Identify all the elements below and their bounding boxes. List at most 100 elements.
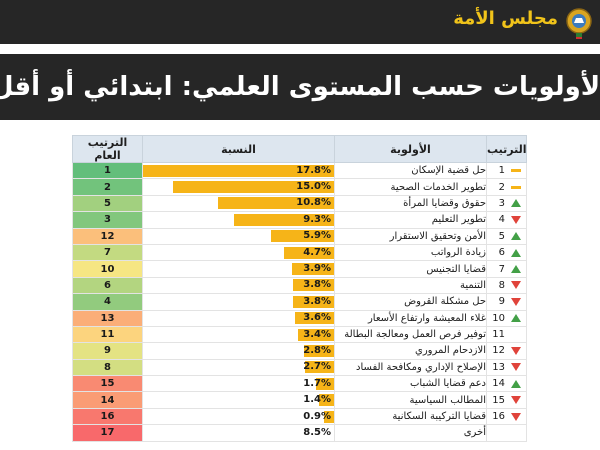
- trend-down-icon: [511, 215, 521, 224]
- percent-bar: [297, 328, 334, 341]
- overall-rank-cell: 7: [72, 243, 143, 262]
- title-bar: الأولويات حسب المستوى العلمي: ابتدائي أو…: [0, 54, 600, 120]
- percent-label: 0.9%: [303, 410, 331, 422]
- priority-cell: حل مشكلة القروض: [334, 293, 487, 311]
- percent-bar: [143, 164, 334, 177]
- table-row: 4 3.8% حل مشكلة القروض 9: [72, 293, 527, 311]
- priority-cell: توفير فرص العمل ومعالجة البطالة: [334, 325, 487, 344]
- overall-rank-cell: 9: [72, 342, 143, 360]
- rank-number: 12: [492, 345, 505, 357]
- percent-cell: 17.8%: [142, 161, 335, 180]
- percent-label: 3.8%: [303, 295, 331, 307]
- trend-up-icon: [511, 248, 521, 257]
- priority-cell: قضايا التجنيس: [334, 260, 487, 278]
- percent-cell: 3.6%: [142, 309, 335, 327]
- percent-bar: [315, 377, 334, 390]
- trend-up-icon: [511, 265, 521, 274]
- trend-none-icon: [511, 429, 521, 437]
- table-row: 12 5.9% الأمن وتحقيق الاستقرار 5: [72, 227, 527, 245]
- rank-number: 1: [498, 165, 505, 177]
- rank-number: 2: [498, 181, 505, 193]
- rank-cell: 16: [486, 407, 527, 426]
- overall-rank-cell: 3: [72, 211, 143, 229]
- rank-cell: 10: [486, 309, 527, 327]
- rank-cell: 15: [486, 391, 527, 409]
- percent-cell: 4.7%: [142, 243, 335, 262]
- percent-cell: 2.7%: [142, 358, 335, 377]
- table-row: 14 1.4% المطالب السياسية 15: [72, 391, 527, 409]
- trend-down-icon: [511, 412, 521, 421]
- trend-same-icon: [511, 169, 521, 173]
- rank-number: 8: [498, 279, 505, 291]
- rank-number: 7: [498, 263, 505, 275]
- percent-cell: 15.0%: [142, 178, 335, 196]
- rank-number: 9: [498, 296, 505, 308]
- percent-cell: 3.8%: [142, 276, 335, 295]
- percent-bar: [292, 263, 334, 276]
- table-body: 1 17.8% حل قضية الإسكان 1 2 15.0% تطوير الخدما…: [72, 161, 527, 442]
- priority-cell: زيادة الرواتب: [334, 243, 487, 262]
- table-row: 16 0.9% قضايا التركيبة السكانية 16: [72, 407, 527, 426]
- rank-number: 6: [498, 247, 505, 259]
- rank-cell: 7: [486, 260, 527, 278]
- rank-number: 5: [498, 230, 505, 242]
- percent-label: 2.8%: [303, 344, 331, 356]
- percent-bar: [295, 312, 334, 325]
- table-row: 1 17.8% حل قضية الإسكان 1: [72, 161, 527, 180]
- percent-bar: [305, 361, 334, 374]
- priority-cell: تطوير الخدمات الصحية: [334, 178, 487, 196]
- overall-rank-cell: 15: [72, 375, 143, 393]
- rank-cell: 2: [486, 178, 527, 196]
- trend-up-icon: [511, 232, 521, 241]
- percent-bar: [303, 344, 334, 357]
- trend-up-icon: [511, 199, 521, 208]
- percent-cell: 0.9%: [142, 407, 335, 426]
- overall-rank-cell: 2: [72, 178, 143, 196]
- priority-cell: الازدحام المروري: [334, 342, 487, 360]
- percent-label: 3.6%: [303, 312, 331, 324]
- percent-cell: 3.9%: [142, 260, 335, 278]
- overall-rank-cell: 8: [72, 358, 143, 377]
- table-row: 5 10.8% حقوق وقضايا المرأة 3: [72, 194, 527, 213]
- rank-cell: 1: [486, 161, 527, 180]
- percent-bar: [218, 197, 334, 210]
- rank-cell: 11: [486, 325, 527, 344]
- rank-cell: [486, 424, 527, 442]
- header-rank: الترتيب: [486, 135, 527, 163]
- priority-cell: أخرى: [334, 424, 487, 442]
- overall-rank-cell: 16: [72, 407, 143, 426]
- percent-label: 4.7%: [303, 246, 331, 258]
- logo-text: مجلس الأمة: [453, 8, 558, 29]
- percent-cell: 5.9%: [142, 227, 335, 245]
- page-title: الأولويات حسب المستوى العلمي: ابتدائي أو…: [0, 72, 600, 102]
- overall-rank-cell: 10: [72, 260, 143, 278]
- trend-down-icon: [511, 346, 521, 355]
- priority-cell: حقوق وقضايا المرأة: [334, 194, 487, 213]
- table-row: 15 1.7% دعم قضايا الشباب 14: [72, 375, 527, 393]
- priority-cell: تطوير التعليم: [334, 211, 487, 229]
- percent-cell: 9.3%: [142, 211, 335, 229]
- table-row: 11 3.4% توفير فرص العمل ومعالجة البطالة 11: [72, 325, 527, 344]
- trend-up-icon: [511, 379, 521, 388]
- trend-down-icon: [511, 297, 521, 306]
- table-row: 10 3.9% قضايا التجنيس 7: [72, 260, 527, 278]
- priority-cell: حل قضية الإسكان: [334, 161, 487, 180]
- trend-down-icon: [511, 363, 521, 372]
- percent-bar: [324, 410, 334, 423]
- rank-cell: 13: [486, 358, 527, 377]
- percent-label: 8.5%: [303, 426, 331, 438]
- percent-label: 1.7%: [303, 377, 331, 389]
- rank-cell: 12: [486, 342, 527, 360]
- percent-bar: [234, 213, 334, 226]
- rank-cell: 14: [486, 375, 527, 393]
- table-row: 2 15.0% تطوير الخدمات الصحية 2: [72, 178, 527, 196]
- rank-number: 15: [492, 394, 505, 406]
- percent-bar: [293, 279, 334, 292]
- percent-label: 3.4%: [303, 328, 331, 340]
- percent-label: 3.9%: [303, 263, 331, 275]
- priority-cell: المطالب السياسية: [334, 391, 487, 409]
- rank-cell: 4: [486, 211, 527, 229]
- percent-cell: 3.8%: [142, 293, 335, 311]
- kuwait-emblem-icon: [564, 4, 594, 40]
